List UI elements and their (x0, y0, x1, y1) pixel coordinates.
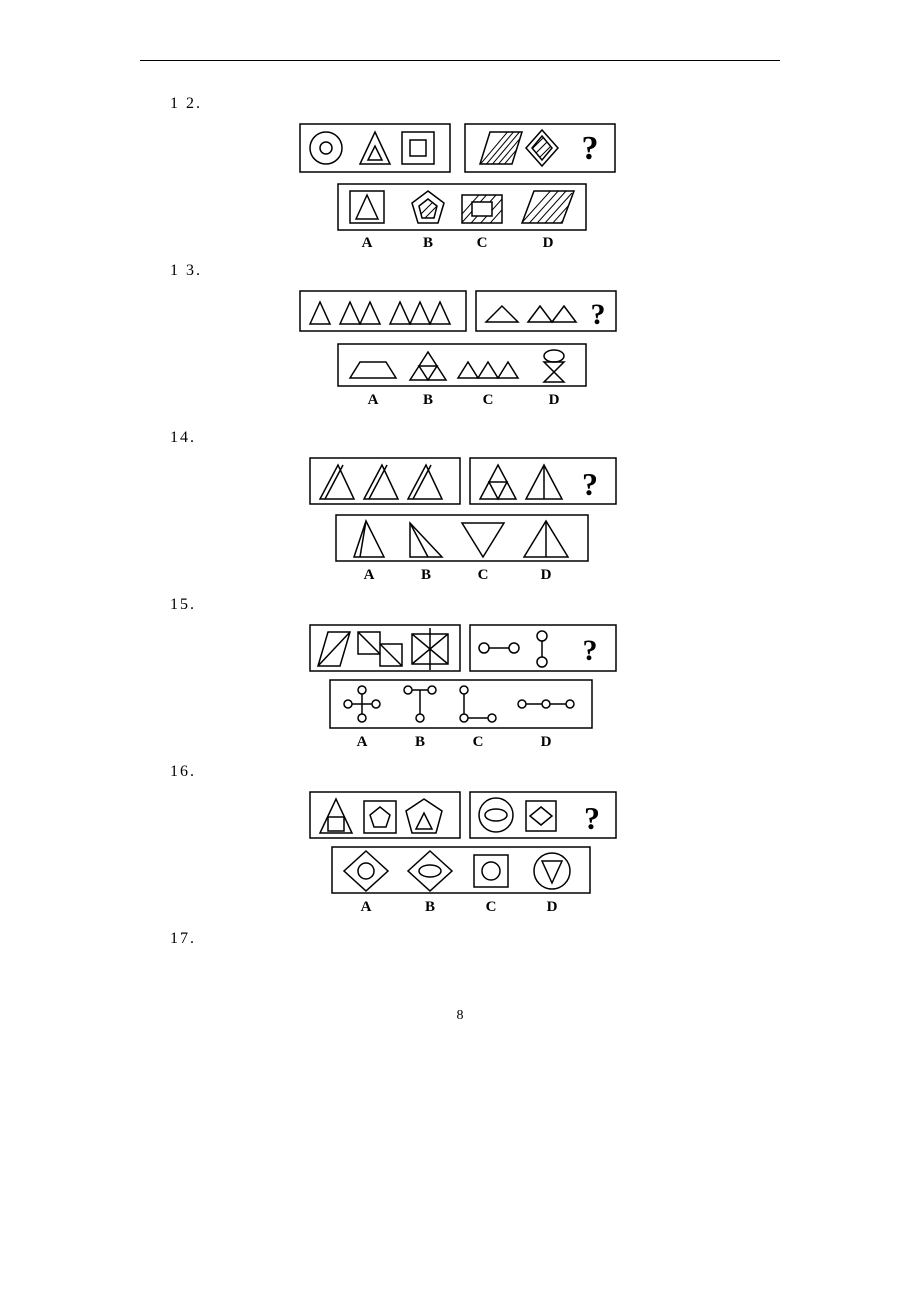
question-14: 14. ? (140, 429, 780, 588)
question-number: 16. (170, 763, 780, 781)
answer-label: C (477, 235, 488, 251)
answer-label: D (547, 899, 558, 915)
question-14-figure: ? A B C D (140, 453, 780, 588)
question-number: 14. (170, 429, 780, 447)
question-12: 1 2. (140, 95, 780, 254)
answer-label: B (415, 734, 425, 750)
question-16-figure: ? A B C D (140, 787, 780, 922)
answer-label: C (483, 392, 494, 408)
top-rule (140, 60, 780, 61)
question-number: 1 3. (170, 262, 780, 280)
question-12-figure: ? (140, 119, 780, 254)
svg-text:?: ? (582, 130, 599, 167)
answer-label: D (549, 392, 560, 408)
question-13-figure: ? A B C (140, 286, 780, 421)
question-number: 15. (170, 596, 780, 614)
svg-text:?: ? (582, 466, 598, 502)
answer-label: B (423, 392, 433, 408)
question-number: 17. (170, 930, 780, 948)
svg-text:?: ? (584, 800, 600, 836)
answer-label: C (473, 734, 484, 750)
page-number: 8 (140, 1008, 780, 1024)
answer-label: C (486, 899, 497, 915)
question-13: 1 3. ? (140, 262, 780, 421)
question-15: 15. (140, 596, 780, 755)
svg-text:?: ? (591, 298, 606, 331)
question-17: 17. (140, 930, 780, 948)
answer-label: A (362, 235, 373, 251)
answer-label: D (541, 567, 552, 583)
svg-text:?: ? (583, 634, 598, 667)
answer-label: B (423, 235, 433, 251)
page: 1 2. (0, 0, 920, 1064)
answer-label: C (478, 567, 489, 583)
answer-label: B (425, 899, 435, 915)
answer-label: A (368, 392, 379, 408)
answer-label: A (361, 899, 372, 915)
answer-label: A (357, 734, 368, 750)
question-15-figure: ? A (140, 620, 780, 755)
answer-label: D (541, 734, 552, 750)
answer-label: B (421, 567, 431, 583)
answer-label: D (543, 235, 554, 251)
question-16: 16. (140, 763, 780, 922)
answer-label: A (364, 567, 375, 583)
question-number: 1 2. (170, 95, 780, 113)
